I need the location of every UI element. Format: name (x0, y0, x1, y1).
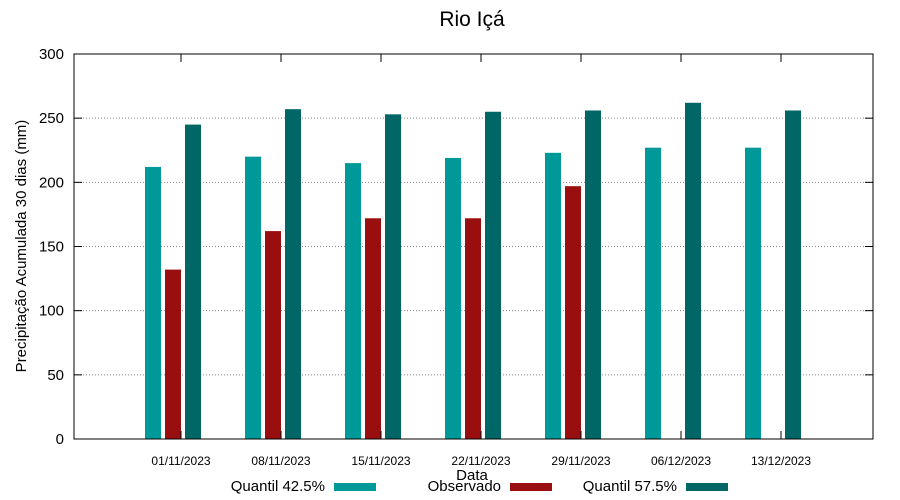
bar (745, 147, 761, 439)
x-tick-label: 06/12/2023 (651, 454, 711, 468)
bar (265, 231, 281, 439)
bar (465, 218, 481, 439)
bar (565, 186, 581, 439)
bar (485, 111, 501, 439)
x-axis-label: Data (456, 467, 488, 484)
legend: Quantil 42.5% Observado Quantil 57.5% (231, 478, 728, 495)
legend-label: Quantil 42.5% (231, 478, 325, 495)
bar (165, 269, 181, 439)
y-axis-ticks: 0 50 100 150 200 250 300 (39, 46, 873, 448)
legend-label: Observado (428, 478, 501, 495)
x-tick-label: 22/11/2023 (451, 454, 510, 468)
bar (145, 166, 161, 439)
legend-swatch (334, 483, 376, 491)
y-tick-label: 150 (39, 239, 64, 256)
legend-swatch (686, 483, 728, 491)
x-tick-label: 29/11/2023 (551, 454, 610, 468)
y-tick-label: 300 (39, 46, 64, 63)
x-tick-label: 15/11/2023 (351, 454, 410, 468)
bar (185, 124, 201, 439)
bar (285, 109, 301, 439)
y-tick-label: 0 (56, 431, 64, 448)
bar (385, 114, 401, 440)
legend-label: Quantil 57.5% (583, 478, 677, 495)
y-axis-label: Precipitação Acumulada 30 dias (mm) (13, 120, 30, 373)
bar (245, 156, 261, 439)
x-tick-label: 08/11/2023 (251, 454, 310, 468)
bar (645, 147, 661, 439)
bars (145, 102, 801, 440)
bar (585, 110, 601, 439)
y-tick-label: 200 (39, 174, 64, 191)
x-axis-ticks: 01/11/2023 08/11/2023 15/11/2023 22/11/2023… (151, 54, 811, 468)
bar (365, 218, 381, 439)
x-tick-label: 01/11/2023 (151, 454, 210, 468)
bar (345, 163, 361, 440)
y-tick-label: 50 (47, 367, 64, 384)
chart-title: Rio Içá (439, 8, 505, 31)
y-tick-label: 250 (39, 110, 64, 127)
bar (685, 102, 701, 440)
y-tick-label: 100 (39, 303, 64, 320)
bar (545, 152, 561, 440)
legend-swatch (510, 483, 552, 491)
bar (445, 157, 461, 439)
bar (785, 110, 801, 439)
x-tick-label: 13/12/2023 (751, 454, 811, 468)
